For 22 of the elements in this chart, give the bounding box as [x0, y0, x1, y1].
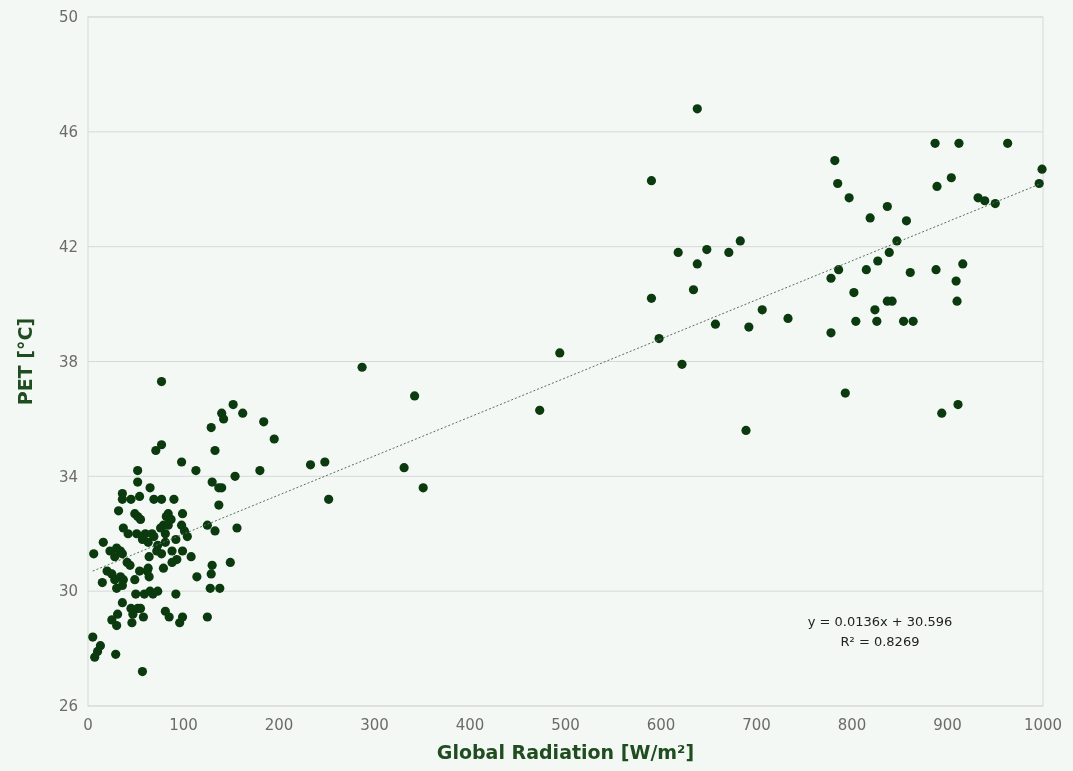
x-tick-label: 500 — [551, 716, 580, 734]
y-tick-label: 30 — [58, 582, 78, 601]
x-tick-label: 100 — [169, 716, 198, 734]
y-tick-label: 34 — [58, 467, 78, 486]
y-tick-label: 46 — [58, 123, 78, 142]
annotation: y = 0.0136x + 30.596 — [807, 614, 953, 629]
x-tick-label: 1000 — [1023, 716, 1063, 734]
x-tick-label: 600 — [646, 716, 676, 734]
x-tick-label: 800 — [837, 716, 867, 734]
x-tick-label: 700 — [742, 716, 771, 734]
x-tick-label: 900 — [933, 716, 962, 734]
x-tick-label: 400 — [455, 716, 485, 734]
x-tick-label: 200 — [264, 716, 294, 734]
x-tick-label: 0 — [83, 716, 93, 734]
x-tick-label: 300 — [360, 716, 389, 734]
y-tick-label: 42 — [58, 237, 78, 256]
y-tick-label: 50 — [58, 8, 78, 27]
y-tick-label: 26 — [58, 697, 78, 716]
y-axis-title: PET [°C] — [14, 317, 36, 406]
annotation: R² = 0.8269 — [840, 634, 920, 649]
y-tick-label: 38 — [58, 352, 78, 371]
x-axis-title: Global Radiation [W/m²] — [436, 741, 695, 763]
